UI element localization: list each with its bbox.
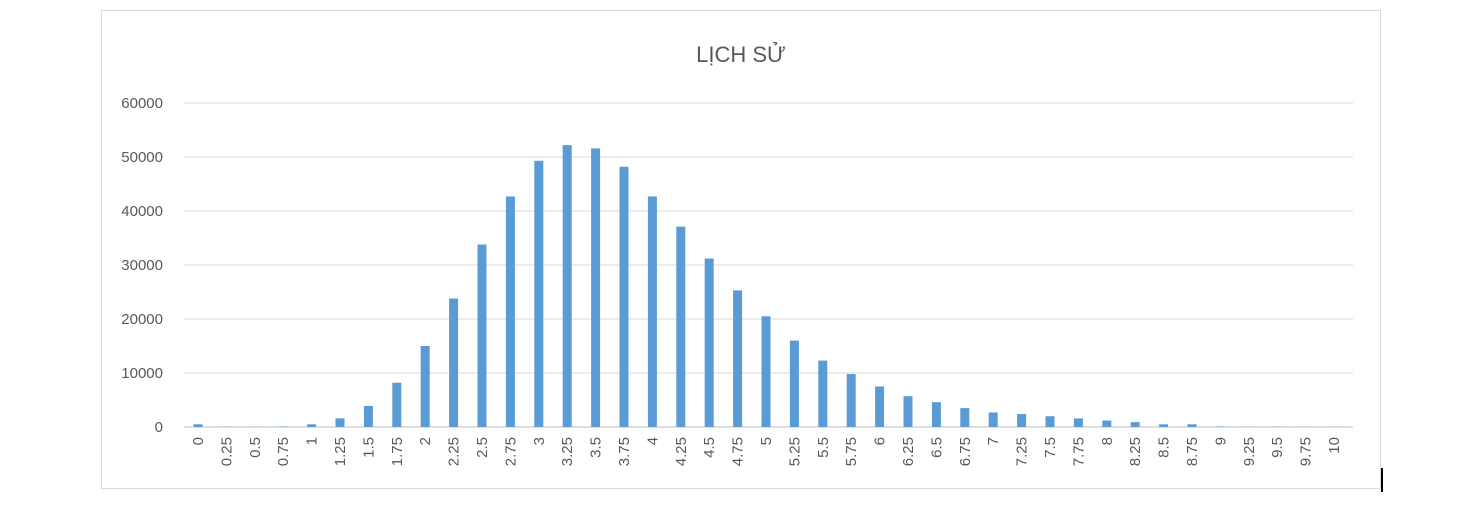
bar bbox=[733, 290, 743, 427]
bar bbox=[789, 340, 799, 427]
x-tick-label: 6 bbox=[872, 437, 889, 445]
x-tick-label: 3.25 bbox=[559, 437, 576, 466]
bars bbox=[193, 145, 1339, 428]
x-tick-label: 9.25 bbox=[1241, 437, 1258, 466]
bar bbox=[562, 145, 572, 427]
x-tick-label: 6.75 bbox=[957, 437, 974, 466]
bar bbox=[477, 244, 487, 427]
x-tick-label: 9 bbox=[1212, 437, 1229, 445]
bar bbox=[1159, 424, 1169, 427]
y-tick-label: 0 bbox=[155, 419, 163, 436]
y-tick-label: 20000 bbox=[121, 311, 163, 328]
bar bbox=[534, 160, 544, 427]
gridlines bbox=[184, 102, 1353, 428]
x-tick-label: 4.25 bbox=[673, 437, 690, 466]
bar bbox=[875, 386, 885, 427]
bar bbox=[931, 402, 941, 427]
bar bbox=[846, 374, 856, 427]
bar bbox=[1215, 426, 1225, 427]
x-tick-label: 7 bbox=[985, 437, 1002, 445]
x-tick-label: 2.25 bbox=[446, 437, 463, 466]
x-tick-label: 3.75 bbox=[616, 437, 633, 466]
x-tick-label: 8.5 bbox=[1156, 437, 1173, 458]
y-axis: 0 10000 20000 30000 40000 50000 60000 bbox=[121, 95, 163, 436]
x-tick-label: 7.25 bbox=[1014, 437, 1031, 466]
x-axis: 0 0.25 0.5 0.75 1 1.25 1.5 1.75 2 2.25 2.5 2.75 3 3.2… bbox=[190, 437, 1343, 466]
x-tick-label: 1.25 bbox=[332, 437, 349, 466]
bar bbox=[278, 426, 288, 427]
x-tick-label: 2.75 bbox=[502, 437, 519, 466]
x-tick-label: 7.75 bbox=[1070, 437, 1087, 466]
x-tick-label: 4.75 bbox=[730, 437, 747, 466]
bar bbox=[193, 424, 203, 427]
bar bbox=[392, 382, 402, 427]
x-tick-label: 4.5 bbox=[701, 437, 718, 458]
x-tick-label: 5.75 bbox=[843, 437, 860, 466]
x-tick-label: 5.25 bbox=[786, 437, 803, 466]
y-tick-label: 30000 bbox=[121, 257, 163, 274]
x-tick-label: 9.5 bbox=[1269, 437, 1286, 458]
x-tick-label: 4 bbox=[644, 437, 661, 445]
x-tick-label: 7.5 bbox=[1042, 437, 1059, 458]
y-tick-label: 40000 bbox=[121, 203, 163, 220]
y-tick-label: 10000 bbox=[121, 365, 163, 382]
bar bbox=[1045, 416, 1055, 427]
x-tick-label: 8.25 bbox=[1127, 437, 1144, 466]
x-tick-label: 0.25 bbox=[218, 437, 235, 466]
x-tick-label: 10 bbox=[1326, 437, 1343, 454]
x-tick-label: 1.5 bbox=[360, 437, 377, 458]
y-tick-label: 50000 bbox=[121, 149, 163, 166]
bar bbox=[420, 346, 430, 427]
bar bbox=[960, 408, 970, 427]
x-tick-label: 8 bbox=[1099, 437, 1116, 445]
x-tick-label: 5 bbox=[758, 437, 775, 445]
bar bbox=[761, 316, 771, 427]
x-tick-label: 0.75 bbox=[275, 437, 292, 466]
bar bbox=[449, 298, 459, 427]
x-tick-label: 9.75 bbox=[1298, 437, 1315, 466]
bar bbox=[1130, 422, 1140, 427]
x-tick-label: 3 bbox=[531, 437, 548, 445]
bar bbox=[1102, 420, 1112, 427]
bar bbox=[1073, 418, 1083, 427]
y-tick-label: 60000 bbox=[121, 95, 163, 112]
x-tick-label: 3.5 bbox=[588, 437, 605, 458]
x-tick-label: 1.75 bbox=[389, 437, 406, 466]
bar bbox=[676, 226, 686, 427]
bar bbox=[619, 166, 629, 427]
bar bbox=[647, 196, 657, 427]
chart-title: LỊCH SỬ bbox=[696, 42, 786, 67]
text-cursor bbox=[1381, 468, 1383, 492]
x-tick-label: 2 bbox=[417, 437, 434, 445]
x-tick-label: 0 bbox=[190, 437, 207, 445]
bar bbox=[988, 412, 998, 427]
x-tick-label: 6.5 bbox=[928, 437, 945, 458]
bar bbox=[1187, 424, 1197, 427]
x-tick-label: 6.25 bbox=[900, 437, 917, 466]
x-tick-label: 0.5 bbox=[247, 437, 264, 458]
x-tick-label: 8.75 bbox=[1184, 437, 1201, 466]
x-tick-label: 5.5 bbox=[815, 437, 832, 458]
bar bbox=[307, 424, 317, 427]
bar bbox=[1017, 414, 1027, 427]
x-tick-label: 2.5 bbox=[474, 437, 491, 458]
bar bbox=[335, 418, 345, 427]
bar bbox=[363, 405, 373, 427]
bar bbox=[505, 196, 515, 427]
bar bbox=[591, 148, 601, 428]
bar bbox=[903, 396, 913, 427]
bar bbox=[818, 360, 828, 427]
x-tick-label: 1 bbox=[304, 437, 321, 445]
bar bbox=[704, 258, 714, 427]
